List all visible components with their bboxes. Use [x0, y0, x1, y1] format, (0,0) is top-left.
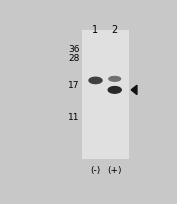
Text: 28: 28	[68, 54, 80, 63]
Polygon shape	[131, 86, 137, 95]
Text: 11: 11	[68, 113, 80, 122]
Text: 2: 2	[112, 25, 118, 35]
Ellipse shape	[108, 87, 121, 94]
Text: 1: 1	[92, 25, 99, 35]
Ellipse shape	[89, 78, 102, 84]
Text: 36: 36	[68, 44, 80, 53]
Text: 17: 17	[68, 80, 80, 89]
Ellipse shape	[109, 77, 121, 82]
Text: (-): (-)	[90, 165, 101, 174]
Text: (+): (+)	[107, 165, 122, 174]
Bar	[82, 31, 129, 160]
